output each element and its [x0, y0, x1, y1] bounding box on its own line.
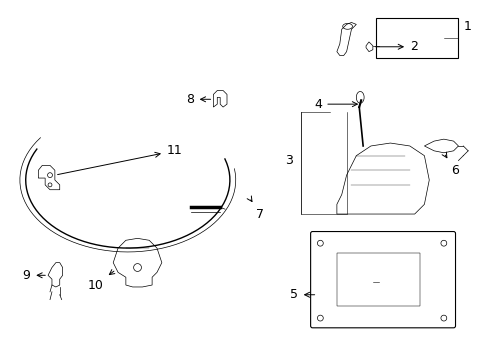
Text: 4: 4 — [314, 98, 357, 111]
Bar — [336, 253, 419, 306]
Text: 5: 5 — [289, 288, 314, 301]
Text: 10: 10 — [87, 270, 115, 292]
Text: 3: 3 — [285, 154, 292, 167]
Text: 9: 9 — [22, 269, 45, 282]
Text: 2: 2 — [375, 40, 417, 53]
Text: 6: 6 — [441, 152, 458, 177]
Text: 7: 7 — [246, 196, 264, 221]
Text: 11: 11 — [58, 144, 182, 175]
Bar — [375, 18, 458, 58]
Text: 8: 8 — [185, 93, 210, 106]
Text: 1: 1 — [462, 20, 470, 33]
